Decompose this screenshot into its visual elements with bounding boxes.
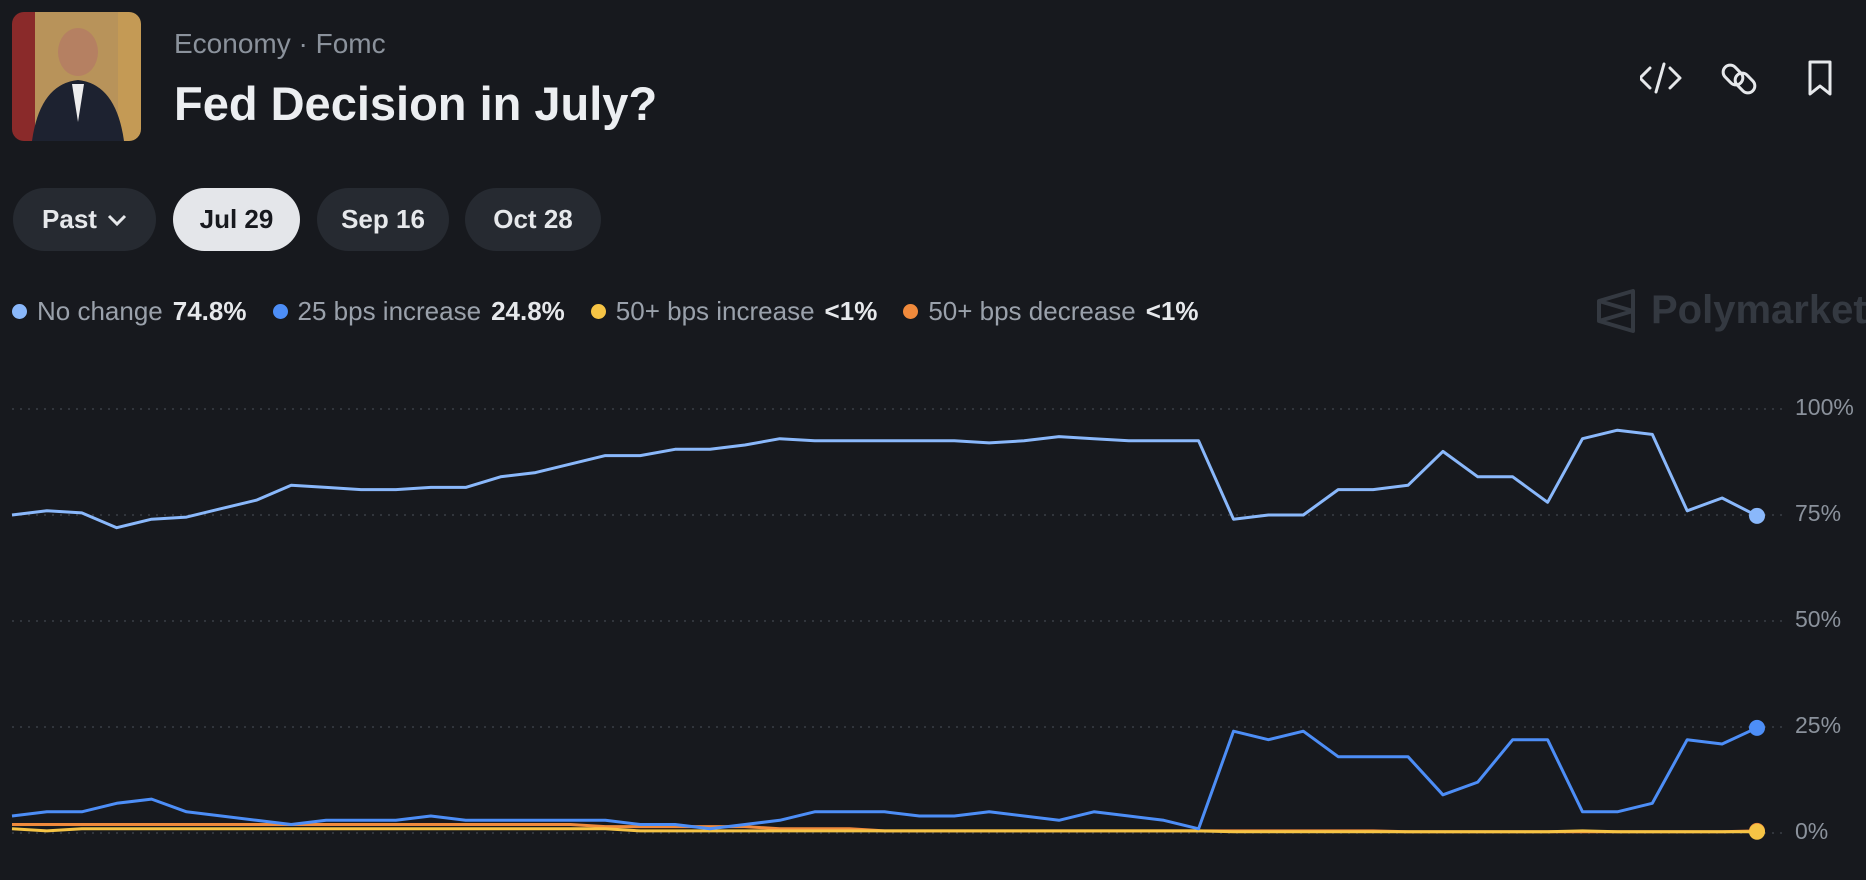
legend-value: <1%	[1145, 296, 1199, 326]
market-title: Fed Decision in July?	[174, 77, 658, 130]
end-dot	[1749, 823, 1765, 840]
legend-name: 50+ bps increase	[615, 296, 815, 326]
legend-item: No change 74.8%	[12, 296, 247, 327]
embed-icon[interactable]	[1640, 62, 1682, 94]
toolbar	[1640, 60, 1832, 96]
watermark: Polymarket	[1595, 288, 1866, 333]
legend-name: No change	[37, 296, 163, 326]
legend-dot	[903, 304, 919, 319]
end-dot	[1749, 719, 1765, 736]
legend-value: 24.8%	[491, 296, 565, 326]
link-icon[interactable]	[1720, 62, 1757, 95]
legend-item: 50+ bps decrease <1%	[903, 296, 1199, 327]
market-image	[12, 12, 141, 141]
y-tick-label: 25%	[1795, 712, 1841, 738]
y-tick-label: 100%	[1795, 394, 1854, 420]
chevron	[107, 214, 127, 226]
tab-label: Past	[42, 204, 97, 234]
subcategory[interactable]: Fomc	[315, 28, 386, 59]
tab[interactable]: Jul 29	[173, 188, 300, 251]
series-line	[11, 827, 1757, 834]
legend-name: 50+ bps decrease	[928, 296, 1136, 326]
series-line	[11, 428, 1758, 530]
legend-name: 25 bps increase	[297, 296, 482, 326]
logo	[1597, 288, 1635, 333]
portrait	[32, 28, 124, 141]
series-line	[11, 726, 1758, 831]
legend-dot	[272, 304, 288, 319]
breadcrumb: Economy · Fomc	[174, 28, 386, 59]
tab[interactable]: Sep 16	[317, 188, 449, 251]
tab[interactable]: Oct 28	[465, 188, 601, 251]
bookmark-icon[interactable]	[1808, 60, 1832, 96]
legend-dot	[590, 304, 606, 319]
watermark-text: Polymarket	[1651, 288, 1866, 332]
legend-item: 25 bps increase 24.8%	[272, 296, 565, 327]
tab-past[interactable]: Past	[13, 188, 156, 251]
y-tick-label: 50%	[1795, 606, 1841, 632]
legend-item: 50+ bps increase <1%	[590, 296, 878, 327]
legend: No change 74.8% 25 bps increase 24.8% 50+ bp…	[12, 296, 1199, 327]
end-dot	[1749, 507, 1765, 524]
y-tick-label: 75%	[1795, 500, 1841, 526]
category[interactable]: Economy	[174, 28, 291, 59]
y-tick-label: 0%	[1795, 818, 1828, 844]
legend-dot	[12, 304, 27, 319]
legend-value: <1%	[824, 296, 878, 326]
legend-value: 74.8%	[172, 296, 247, 326]
